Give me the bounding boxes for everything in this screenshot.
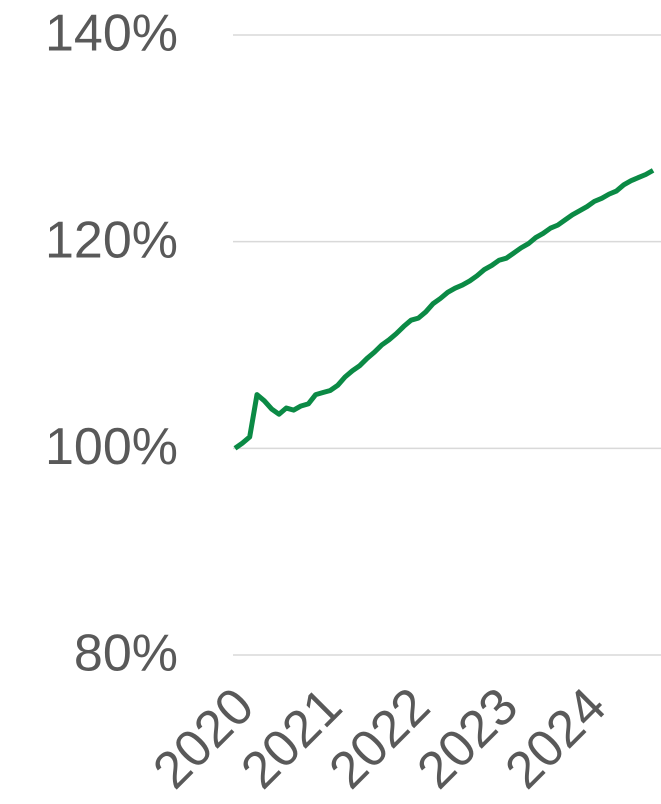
x-tick-label: 2024 [494, 677, 617, 800]
line-series [233, 168, 655, 451]
x-tick-label: 2020 [142, 677, 265, 800]
y-tick-label: 140% [45, 5, 178, 63]
x-tick-label: 2022 [318, 677, 441, 800]
y-tick-label: 80% [74, 625, 178, 683]
y-tick-label: 100% [45, 418, 178, 476]
x-tick-label: 2021 [230, 677, 353, 800]
y-tick-label: 120% [45, 211, 178, 269]
x-tick-label: 2023 [406, 677, 529, 800]
